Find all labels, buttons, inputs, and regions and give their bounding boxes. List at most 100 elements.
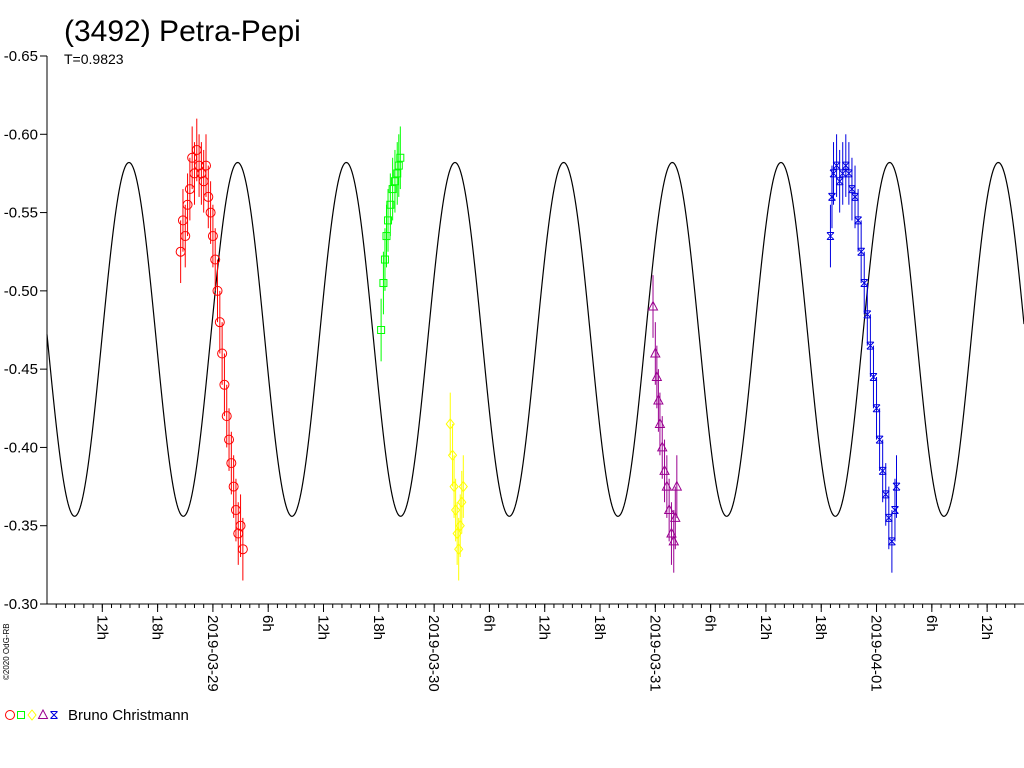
- x-tick-label: 18h: [370, 615, 387, 640]
- x-tick-label: 12h: [93, 615, 110, 640]
- data-point: [445, 418, 455, 430]
- data-point: [653, 394, 664, 405]
- data-point: [863, 310, 872, 319]
- data-point: [205, 207, 216, 218]
- data-point: [884, 513, 893, 522]
- y-tick-label: -0.45: [4, 361, 38, 378]
- data-point: [396, 153, 405, 162]
- x-tick-label: 12h: [757, 615, 774, 640]
- x-tick-label: 6h: [702, 615, 719, 632]
- data-point: [826, 232, 835, 241]
- x-tick-label: 18h: [149, 615, 166, 640]
- data-points: [175, 118, 901, 581]
- x-tick-label: 12h: [315, 615, 332, 640]
- y-tick-label: -0.55: [4, 205, 38, 222]
- data-point: [388, 185, 397, 194]
- y-tick-label: -0.60: [4, 126, 38, 143]
- y-tick-label: -0.65: [4, 48, 38, 65]
- data-point: [671, 480, 683, 491]
- data-point: [651, 370, 663, 381]
- data-point: [458, 480, 468, 493]
- x-tick-label: 2019-03-30: [425, 615, 442, 692]
- chart-subtitle: T=0.9823: [64, 51, 124, 67]
- data-point: [647, 300, 659, 311]
- x-tick-label: 2019-04-01: [868, 615, 885, 692]
- data-point: [841, 161, 850, 170]
- data-point: [237, 544, 248, 555]
- y-tick-label: -0.50: [4, 283, 38, 300]
- data-point: [869, 372, 878, 381]
- x-tick-label: 6h: [259, 615, 276, 632]
- legend-marker: [5, 710, 15, 720]
- legend: Bruno Christmann: [5, 707, 189, 724]
- data-point: [872, 404, 881, 413]
- data-point: [226, 458, 237, 469]
- data-point: [838, 169, 847, 178]
- data-point: [455, 519, 465, 532]
- legend-markers: [5, 708, 58, 721]
- legend-marker: [37, 708, 49, 719]
- series-4: [647, 275, 683, 573]
- data-point: [891, 506, 899, 515]
- data-point: [669, 511, 681, 522]
- data-point: [380, 255, 389, 264]
- y-tick-label: -0.30: [4, 596, 38, 613]
- data-point: [394, 161, 403, 170]
- data-point: [450, 504, 461, 516]
- model-curve-line: [46, 161, 1024, 517]
- data-point: [454, 543, 464, 556]
- data-point: [449, 480, 459, 493]
- data-point: [828, 192, 836, 201]
- data-point: [875, 435, 884, 444]
- data-point: [221, 411, 232, 422]
- data-point: [379, 279, 388, 288]
- x-tick-label: 2019-03-29: [204, 615, 221, 692]
- data-point: [854, 216, 862, 225]
- data-point: [386, 200, 395, 209]
- x-axis-ticks: 12h 18h 2019-03-29 6h 12h 18h 2019-03-30 6h 12h 1…: [55, 604, 1016, 692]
- data-point: [848, 185, 856, 194]
- series-5: [826, 134, 901, 573]
- data-point: [203, 191, 214, 202]
- data-point: [892, 482, 901, 491]
- series-1: [175, 118, 248, 581]
- x-tick-label: 6h: [923, 615, 940, 632]
- series-2: [377, 126, 405, 362]
- data-point: [219, 379, 230, 390]
- data-point: [180, 231, 191, 242]
- series-3: [445, 392, 468, 581]
- x-tick-label: 12h: [536, 615, 553, 640]
- data-point: [200, 160, 211, 171]
- data-point: [224, 434, 235, 445]
- copyright-note: ©2020 OdG-RB: [2, 623, 11, 680]
- data-point: [851, 192, 859, 201]
- legend-observer: Bruno Christmann: [68, 707, 189, 724]
- data-point: [888, 537, 896, 546]
- data-point: [377, 326, 386, 334]
- x-tick-label: 18h: [812, 615, 829, 640]
- y-tick-label: -0.40: [4, 439, 38, 456]
- x-tick-label: 6h: [480, 615, 497, 632]
- data-point: [878, 466, 887, 475]
- data-point: [845, 169, 853, 178]
- data-point: [217, 348, 228, 359]
- data-point: [649, 347, 661, 358]
- data-point: [835, 177, 844, 186]
- data-point: [668, 535, 680, 546]
- data-point: [235, 520, 246, 531]
- data-point: [832, 161, 841, 170]
- data-point: [207, 231, 218, 242]
- chart-title: (3492) Petra-Pepi: [64, 15, 301, 48]
- legend-marker: [17, 711, 25, 719]
- data-point: [860, 279, 869, 288]
- data-point: [866, 341, 875, 350]
- data-point: [881, 490, 890, 499]
- y-axis-ticks: -0.65 -0.60 -0.55 -0.50 -0.45 -0.40 -0.35 -0.30: [4, 48, 47, 613]
- x-tick-label: 12h: [978, 615, 995, 640]
- legend-marker: [27, 709, 37, 721]
- data-point: [212, 285, 223, 296]
- data-point: [384, 216, 393, 225]
- data-point: [228, 481, 239, 492]
- data-point: [182, 199, 193, 210]
